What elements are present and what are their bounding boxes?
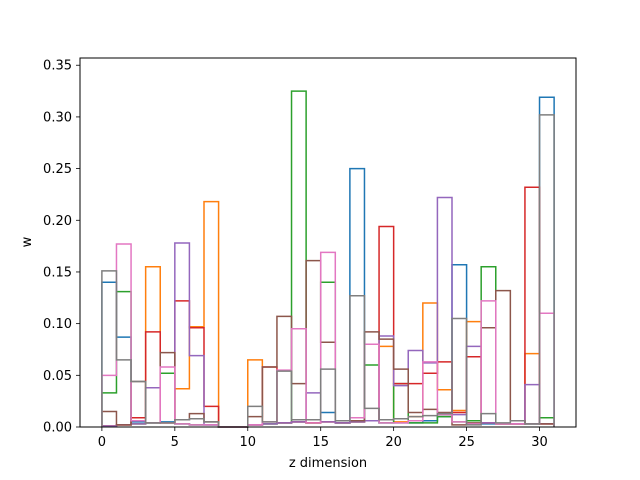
histogram-series-5 xyxy=(101,196,555,428)
y-tick-label: 0.30 xyxy=(43,110,72,125)
histogram-series-6 xyxy=(101,259,555,428)
series-layer xyxy=(101,90,555,428)
x-tick-label: 25 xyxy=(458,435,475,450)
x-tick-label: 30 xyxy=(531,435,548,450)
y-axis-label: w xyxy=(20,236,35,247)
x-tick-label: 0 xyxy=(98,435,106,450)
y-tick-label: 0.35 xyxy=(43,59,72,74)
y-tick-label: 0.20 xyxy=(43,214,72,229)
x-tick-label: 20 xyxy=(385,435,402,450)
x-tick-label: 10 xyxy=(239,435,256,450)
y-tick-label: 0.25 xyxy=(43,162,72,177)
histogram-series-4 xyxy=(101,186,555,428)
y-tick-label: 0.15 xyxy=(43,265,72,280)
histogram-series-1 xyxy=(101,96,555,428)
y-axis-ticks: 0.00 0.05 0.10 0.15 0.20 0.25 0.30 0.35 xyxy=(43,59,80,436)
x-tick-label: 15 xyxy=(312,435,329,450)
x-tick-label: 5 xyxy=(171,435,179,450)
y-tick-label: 0.00 xyxy=(43,421,72,436)
histogram-series-8 xyxy=(101,114,555,428)
histogram-series-2 xyxy=(101,200,555,428)
histogram-series-7 xyxy=(101,243,555,428)
x-axis-ticks: 0 5 10 15 20 25 30 xyxy=(98,427,548,450)
histogram-series-3 xyxy=(101,90,555,428)
plot-frame xyxy=(79,57,577,428)
y-tick-label: 0.10 xyxy=(43,317,72,332)
y-tick-label: 0.05 xyxy=(43,369,72,384)
x-axis-label: z dimension xyxy=(289,456,367,471)
